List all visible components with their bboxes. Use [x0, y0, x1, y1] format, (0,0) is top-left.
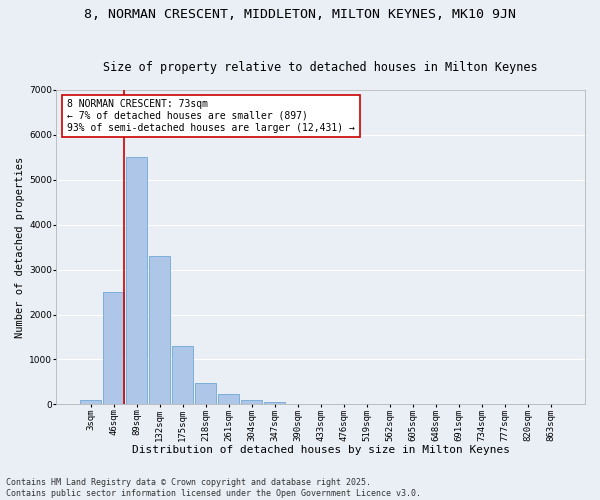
Y-axis label: Number of detached properties: Number of detached properties	[15, 156, 25, 338]
Bar	[196, 383, 216, 404]
Bar	[127, 158, 147, 404]
Title: Size of property relative to detached houses in Milton Keynes: Size of property relative to detached ho…	[103, 60, 538, 74]
Bar	[103, 292, 124, 405]
Bar	[149, 256, 170, 404]
Bar	[241, 400, 262, 404]
Text: Contains HM Land Registry data © Crown copyright and database right 2025.
Contai: Contains HM Land Registry data © Crown c…	[6, 478, 421, 498]
Bar	[218, 394, 239, 404]
Bar	[265, 402, 285, 404]
Text: 8, NORMAN CRESCENT, MIDDLETON, MILTON KEYNES, MK10 9JN: 8, NORMAN CRESCENT, MIDDLETON, MILTON KE…	[84, 8, 516, 20]
Text: 8 NORMAN CRESCENT: 73sqm
← 7% of detached houses are smaller (897)
93% of semi-d: 8 NORMAN CRESCENT: 73sqm ← 7% of detache…	[67, 100, 355, 132]
Bar	[172, 346, 193, 405]
Bar	[80, 400, 101, 404]
X-axis label: Distribution of detached houses by size in Milton Keynes: Distribution of detached houses by size …	[131, 445, 509, 455]
